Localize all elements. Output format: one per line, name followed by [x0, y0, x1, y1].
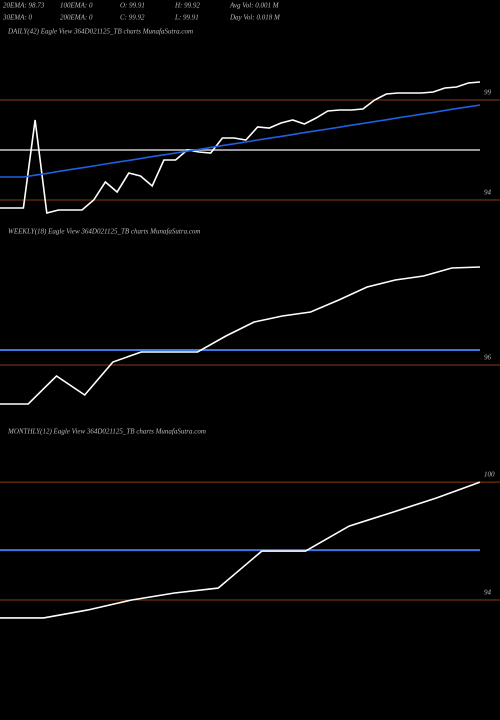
- header-stat: 200EMA: 0: [60, 14, 93, 22]
- header-stat: C: 99.92: [120, 14, 145, 22]
- y-tick-label: 94: [484, 589, 492, 597]
- header-stat: O: 99.91: [120, 2, 145, 10]
- header-stat: Avg Vol: 0.001 M: [229, 2, 280, 10]
- header-stat: Day Vol: 0.018 M: [229, 14, 281, 22]
- y-tick-label: 96: [484, 354, 492, 362]
- y-tick-label: 100: [484, 471, 495, 479]
- price-line: [0, 266, 481, 405]
- price-line: [0, 81, 481, 215]
- panel-title: MONTHLY(12) Eagle View 364D021125_TB cha…: [7, 428, 206, 436]
- y-tick-label: 94: [484, 189, 492, 197]
- y-tick-label: 99: [484, 89, 492, 97]
- panel-title: WEEKLY(18) Eagle View 364D021125_TB char…: [8, 228, 200, 236]
- panel-title: DAILY(42) Eagle View 364D021125_TB chart…: [7, 28, 193, 36]
- header-stat: H: 99.92: [174, 2, 200, 10]
- price-line: [0, 481, 481, 619]
- header-stat: 20EMA: 98.73: [3, 2, 45, 10]
- price-line: [0, 104, 481, 178]
- header-stat: 30EMA: 0: [2, 14, 32, 22]
- header-stat: L: 99.91: [174, 14, 199, 22]
- header-stat: 100EMA: 0: [60, 2, 93, 10]
